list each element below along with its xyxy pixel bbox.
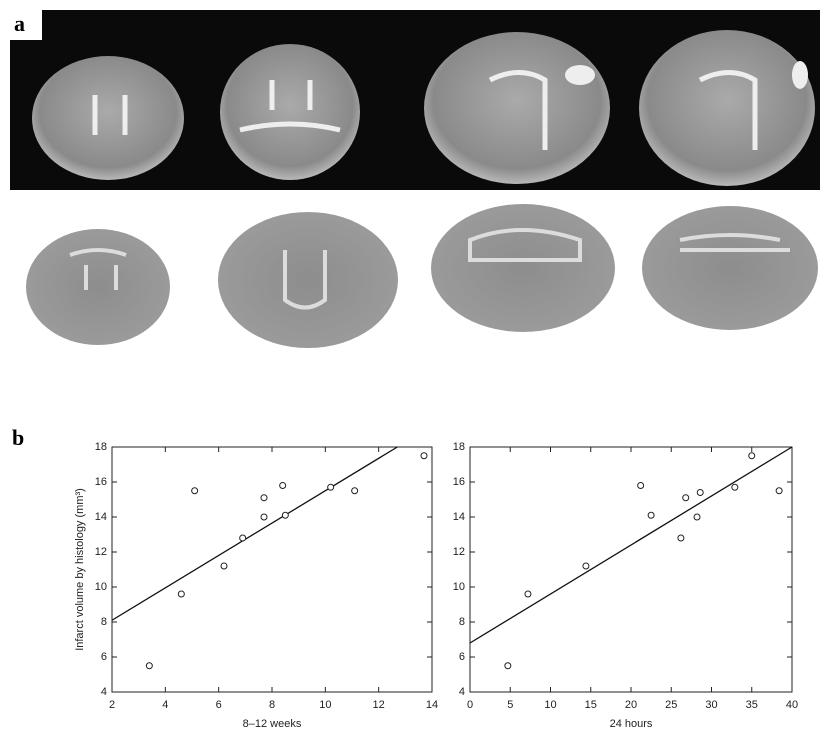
y-axis-label: Infarct volume by histology (mm³) <box>74 488 86 651</box>
panel-label: a <box>14 11 25 36</box>
y-tick-label: 18 <box>95 441 107 453</box>
y-tick-label: 14 <box>95 511 107 523</box>
x-tick-label: 20 <box>625 699 637 711</box>
x-tick-label: 4 <box>162 699 168 711</box>
data-point <box>648 512 654 518</box>
x-tick-label: 35 <box>746 699 758 711</box>
x-axis-label: 8–12 weeks <box>243 718 302 730</box>
fit-line <box>112 447 397 620</box>
data-point <box>678 535 684 541</box>
y-tick-label: 12 <box>453 546 465 558</box>
x-tick-label: 2 <box>109 699 115 711</box>
y-tick-label: 4 <box>101 686 107 698</box>
y-tick-label: 10 <box>453 581 465 593</box>
x-tick-label: 40 <box>786 699 798 711</box>
x-tick-label: 14 <box>426 699 438 711</box>
data-point <box>697 490 703 496</box>
plot-frame <box>470 447 792 692</box>
fit-line <box>470 447 792 643</box>
data-point <box>638 483 644 489</box>
data-point <box>583 563 589 569</box>
data-point <box>421 453 427 459</box>
data-point <box>683 495 689 501</box>
y-tick-label: 8 <box>459 616 465 628</box>
plot-frame <box>112 447 432 692</box>
data-point <box>732 484 738 490</box>
x-tick-label: 10 <box>544 699 556 711</box>
x-tick-label: 10 <box>319 699 331 711</box>
y-tick-label: 8 <box>101 616 107 628</box>
y-tick-label: 6 <box>101 651 107 663</box>
data-point <box>505 663 511 669</box>
x-tick-label: 12 <box>373 699 385 711</box>
data-point <box>352 488 358 494</box>
data-point <box>146 663 152 669</box>
data-point <box>749 453 755 459</box>
x-tick-label: 30 <box>705 699 717 711</box>
data-point <box>192 488 198 494</box>
x-tick-label: 8 <box>269 699 275 711</box>
x-tick-label: 15 <box>585 699 597 711</box>
data-point <box>525 591 531 597</box>
data-point <box>694 514 700 520</box>
data-point <box>261 495 267 501</box>
y-tick-label: 14 <box>453 511 465 523</box>
data-point <box>328 484 334 490</box>
x-axis-label: 24 hours <box>610 718 653 730</box>
figure: a b 246810121446810121416188–12 weeksInf… <box>0 0 820 740</box>
data-point <box>282 512 288 518</box>
data-point <box>240 535 246 541</box>
data-point <box>261 514 267 520</box>
x-tick-label: 0 <box>467 699 473 711</box>
x-tick-label: 25 <box>665 699 677 711</box>
y-tick-label: 6 <box>459 651 465 663</box>
y-tick-label: 4 <box>459 686 465 698</box>
histology-slices <box>26 204 818 348</box>
y-tick-label: 16 <box>95 476 107 488</box>
data-point <box>280 483 286 489</box>
data-point <box>221 563 227 569</box>
y-tick-label: 12 <box>95 546 107 558</box>
x-tick-label: 5 <box>507 699 513 711</box>
data-point <box>178 591 184 597</box>
y-tick-label: 16 <box>453 476 465 488</box>
y-tick-label: 10 <box>95 581 107 593</box>
y-tick-label: 18 <box>453 441 465 453</box>
x-tick-label: 6 <box>216 699 222 711</box>
data-point <box>776 488 782 494</box>
panel-label: b <box>12 425 24 450</box>
